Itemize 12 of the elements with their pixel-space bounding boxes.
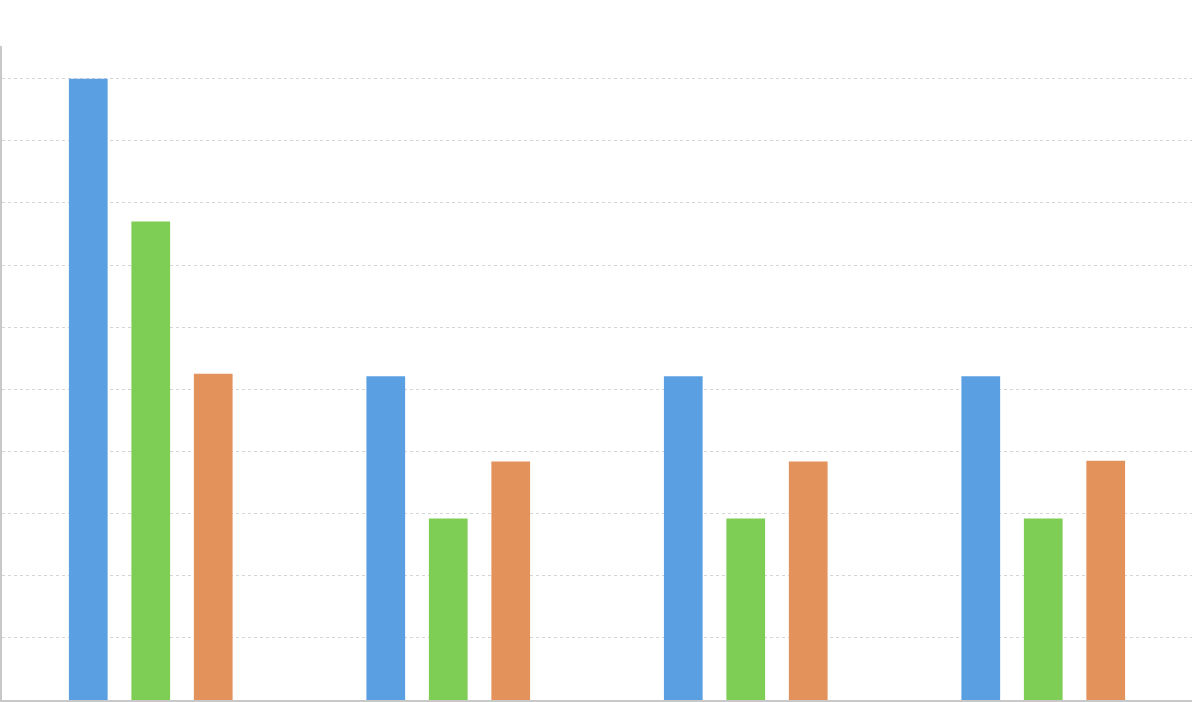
- bar: [663, 376, 703, 700]
- bar: [193, 373, 233, 700]
- bar: [366, 376, 406, 700]
- bar: [961, 376, 1001, 700]
- bar: [1086, 460, 1126, 700]
- bar: [726, 518, 766, 700]
- bar: [68, 78, 108, 700]
- bar: [1023, 518, 1063, 700]
- bar: [788, 461, 828, 700]
- bar: [131, 221, 171, 700]
- bar: [491, 461, 531, 700]
- bar: [428, 518, 468, 700]
